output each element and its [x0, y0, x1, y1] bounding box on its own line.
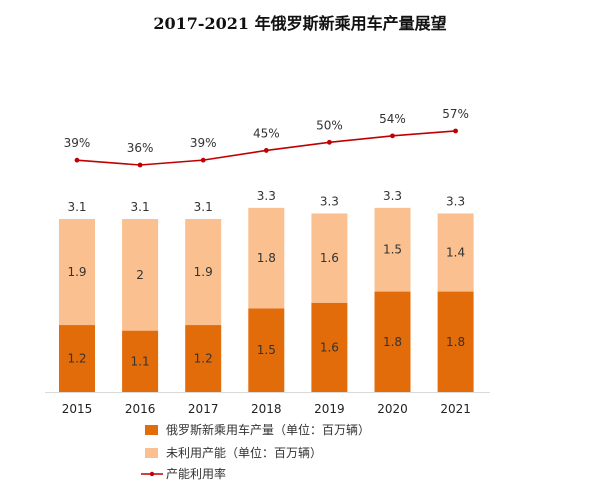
utilization-point — [74, 157, 80, 163]
bar-total-label: 3.3 — [320, 194, 339, 208]
chart-title: 2017-2021 年俄罗斯新乘用车产量展望 — [153, 14, 447, 33]
bar-unused-capacity — [311, 213, 348, 303]
legend-swatch-utilization-marker — [149, 471, 155, 477]
utilization-label: 36% — [127, 141, 154, 155]
x-tick-label: 2018 — [251, 402, 282, 416]
utilization-point — [200, 157, 206, 163]
bar-production — [248, 308, 285, 392]
bar-unused-capacity-label: 1.5 — [383, 243, 402, 257]
bar-production-label: 1.2 — [194, 352, 213, 366]
bar-unused-capacity-label: 2 — [136, 268, 144, 282]
bar-unused-capacity — [248, 207, 285, 309]
bar-unused-capacity — [185, 219, 222, 326]
bar-total-label: 3.1 — [194, 200, 213, 214]
utilization-label: 50% — [316, 118, 343, 132]
utilization-point — [453, 128, 458, 134]
bar-production — [185, 325, 222, 392]
bar-production-label: 1.5 — [257, 343, 276, 357]
legend-swatch-production — [145, 425, 158, 435]
utilization-point — [263, 148, 269, 153]
utilization-label: 54% — [379, 112, 406, 126]
x-tick-label: 2015 — [62, 402, 93, 416]
utilization-label: 39% — [64, 136, 91, 150]
utilization-label: 45% — [253, 126, 280, 140]
bar-production-label: 1.1 — [131, 354, 150, 368]
legend-label-unused-capacity: 未利用产能（单位：百万辆） — [166, 445, 322, 460]
utilization-point — [137, 162, 143, 168]
x-tick-label: 2016 — [125, 402, 156, 416]
utilization-point — [327, 139, 332, 145]
bar-total-label: 3.1 — [131, 200, 150, 214]
bar-unused-capacity-label: 1.6 — [320, 251, 339, 265]
bar-production — [122, 330, 159, 392]
bar-total-label: 3.3 — [383, 189, 402, 203]
bar-production — [311, 302, 348, 392]
legend-label-utilization: 产能利用率 — [166, 466, 226, 481]
bar-total-label: 3.3 — [446, 194, 465, 208]
bar-production-label: 1.6 — [320, 340, 339, 354]
x-tick-label: 2017 — [188, 402, 219, 416]
utilization-point — [390, 133, 395, 139]
utilization-label: 57% — [442, 107, 469, 121]
bar-unused-capacity — [374, 207, 411, 292]
x-tick-label: 2019 — [314, 402, 345, 416]
bar-unused-capacity-label: 1.9 — [67, 265, 86, 279]
bar-total-label: 3.1 — [67, 200, 86, 214]
x-tick-label: 2021 — [440, 402, 471, 416]
legend-swatch-unused-capacity — [145, 448, 158, 458]
bar-production-label: 1.8 — [383, 335, 402, 349]
bar-total-label: 3.3 — [257, 189, 276, 203]
bar-unused-capacity — [59, 219, 95, 326]
bar-production — [374, 291, 411, 392]
bar-production — [59, 325, 95, 392]
bar-unused-capacity-label: 1.8 — [257, 251, 276, 265]
bar-production-label: 1.2 — [67, 352, 86, 366]
utilization-label: 39% — [190, 136, 217, 150]
bar-unused-capacity — [437, 213, 474, 292]
bar-unused-capacity — [122, 219, 159, 331]
bar-unused-capacity-label: 1.9 — [194, 265, 213, 279]
bar-unused-capacity-label: 1.4 — [446, 246, 465, 260]
legend-label-production: 俄罗斯新乘用车产量（单位：百万辆） — [166, 422, 370, 437]
x-tick-label: 2020 — [377, 402, 408, 416]
bar-production-label: 1.8 — [446, 335, 465, 349]
bar-production — [437, 291, 474, 392]
